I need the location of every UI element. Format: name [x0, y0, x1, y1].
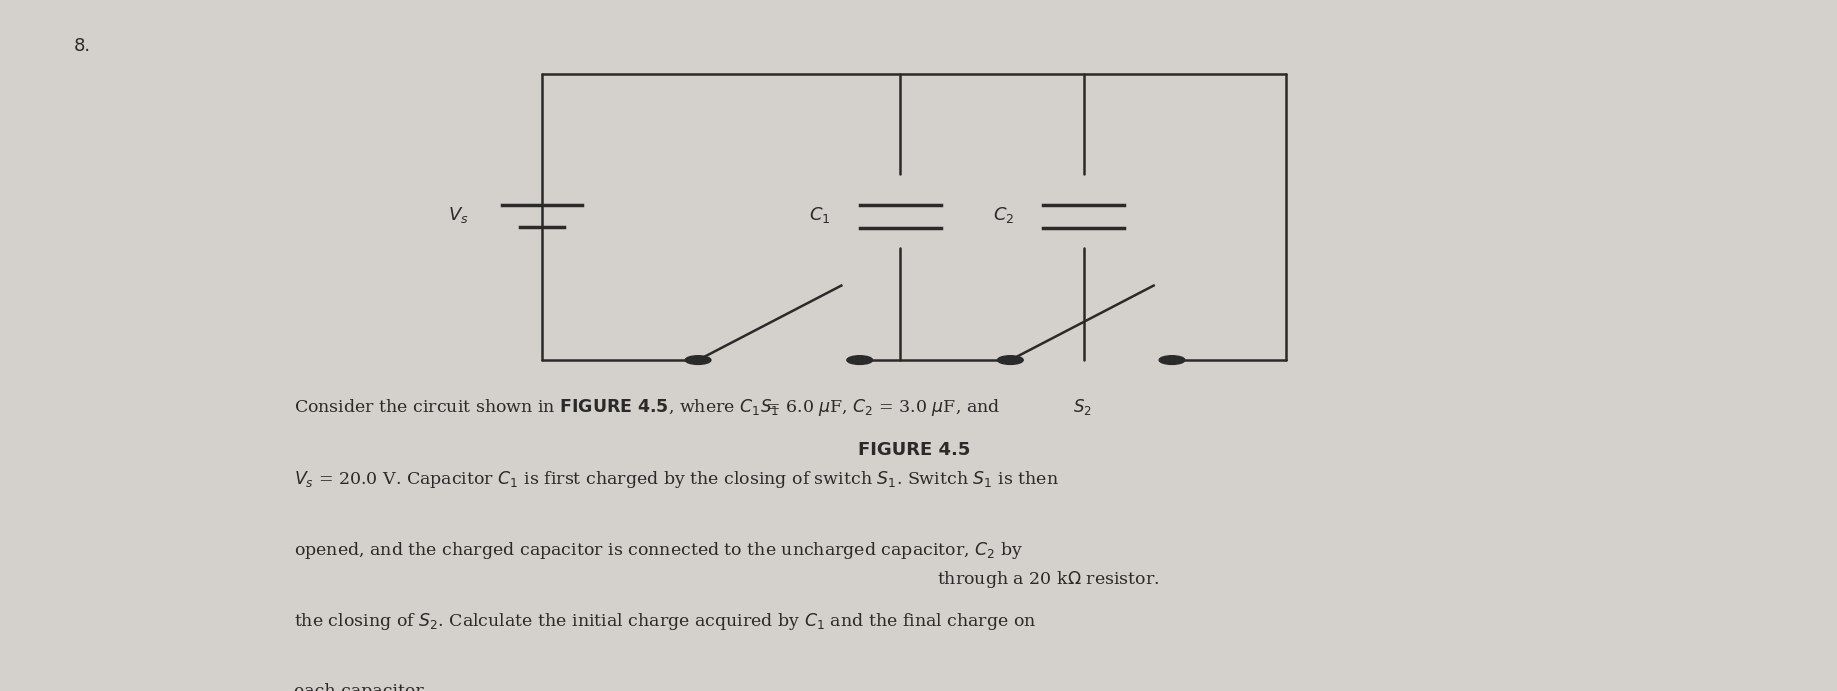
Text: FIGURE 4.5: FIGURE 4.5: [858, 441, 970, 459]
Text: the closing of $S_2$. Calculate the initial charge acquired by $C_1$ and the fin: the closing of $S_2$. Calculate the init…: [294, 612, 1036, 632]
Text: each capacitor.: each capacitor.: [294, 683, 428, 691]
Circle shape: [1159, 356, 1185, 364]
Text: $C_1$: $C_1$: [808, 205, 830, 225]
Text: $C_2$: $C_2$: [992, 205, 1014, 225]
Circle shape: [847, 356, 873, 364]
Text: Consider the circuit shown in $\bf{FIGURE\ 4.5}$, where $C_1$ = 6.0 $\mu$F, $C_2: Consider the circuit shown in $\bf{FIGUR…: [294, 397, 999, 418]
Text: $S_1$: $S_1$: [761, 397, 779, 417]
Text: opened, and the charged capacitor is connected to the uncharged capacitor, $C_2$: opened, and the charged capacitor is con…: [294, 540, 1023, 561]
Circle shape: [997, 356, 1023, 364]
Text: through a 20 k$\Omega$ resistor.: through a 20 k$\Omega$ resistor.: [937, 569, 1159, 589]
Text: $V_s$ = 20.0 V. Capacitor $C_1$ is first charged by the closing of switch $S_1$.: $V_s$ = 20.0 V. Capacitor $C_1$ is first…: [294, 468, 1058, 490]
Circle shape: [685, 356, 711, 364]
Text: 8.: 8.: [73, 37, 90, 55]
Text: $V_s$: $V_s$: [448, 205, 468, 225]
Text: $S_2$: $S_2$: [1073, 397, 1091, 417]
